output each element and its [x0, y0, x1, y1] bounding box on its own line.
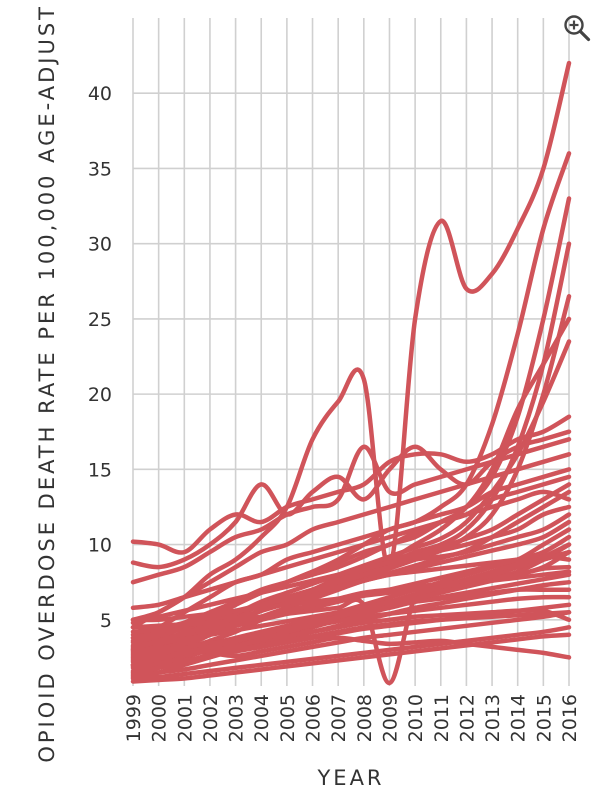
zoom-in-icon[interactable] — [563, 14, 591, 42]
series-line-27 — [130, 587, 572, 648]
y-axis-ticks: 5 10 15 20 25 30 35 40 — [88, 83, 112, 632]
x-tick-label: 2000 — [149, 694, 171, 742]
series-line-35 — [130, 632, 572, 684]
x-tick-label: 2013 — [482, 694, 504, 742]
y-tick-label: 10 — [88, 535, 112, 557]
series-line-31 — [130, 607, 572, 663]
y-tick-label: 30 — [88, 234, 112, 256]
series-line-15 — [130, 489, 572, 611]
y-tick-label: 15 — [88, 459, 112, 481]
x-axis-title: YEAR — [316, 766, 384, 790]
series-line-28 — [130, 594, 572, 657]
y-tick-label: 25 — [88, 309, 112, 331]
y-tick-label: 20 — [88, 384, 112, 406]
x-tick-label: 2009 — [379, 694, 401, 742]
series-line-40 — [130, 489, 572, 651]
x-tick-label: 2004 — [251, 694, 273, 742]
x-tick-label: 2001 — [174, 694, 196, 742]
x-tick-label: 2008 — [354, 694, 376, 742]
x-tick-label: 2010 — [405, 694, 427, 742]
series-line-1 — [130, 60, 572, 630]
y-tick-label: 5 — [100, 610, 112, 632]
x-tick-label: 2007 — [328, 694, 350, 742]
y-tick-label: 40 — [88, 83, 112, 105]
x-tick-label: 2015 — [533, 694, 555, 742]
series-line-39 — [130, 542, 572, 677]
x-tick-label: 1999 — [123, 694, 145, 742]
x-tick-label: 2006 — [303, 694, 325, 742]
series-line-17 — [130, 512, 572, 641]
series-line-11 — [130, 452, 572, 623]
x-tick-label: 2014 — [508, 694, 530, 742]
x-tick-label: 2005 — [277, 694, 299, 742]
x-axis-ticks: 1999 2000 2001 2002 2003 2004 2005 2006 2007 2008… — [123, 694, 581, 742]
series-line-34 — [130, 635, 572, 660]
series-line-10 — [130, 437, 572, 585]
x-tick-label: 2011 — [431, 694, 453, 742]
y-tick-label: 35 — [88, 158, 112, 180]
y-axis-title: OPIOID OVERDOSE DEATH RATE PER 100,000 A… — [35, 4, 59, 763]
series-line-12 — [130, 467, 572, 638]
x-tick-label: 2003 — [226, 694, 248, 742]
x-tick-label: 2002 — [200, 694, 222, 742]
x-tick-label: 2016 — [559, 694, 581, 742]
series-line-32 — [130, 625, 572, 681]
series-lines — [130, 60, 572, 686]
x-tick-label: 2012 — [456, 694, 478, 742]
series-line-36 — [130, 549, 572, 686]
